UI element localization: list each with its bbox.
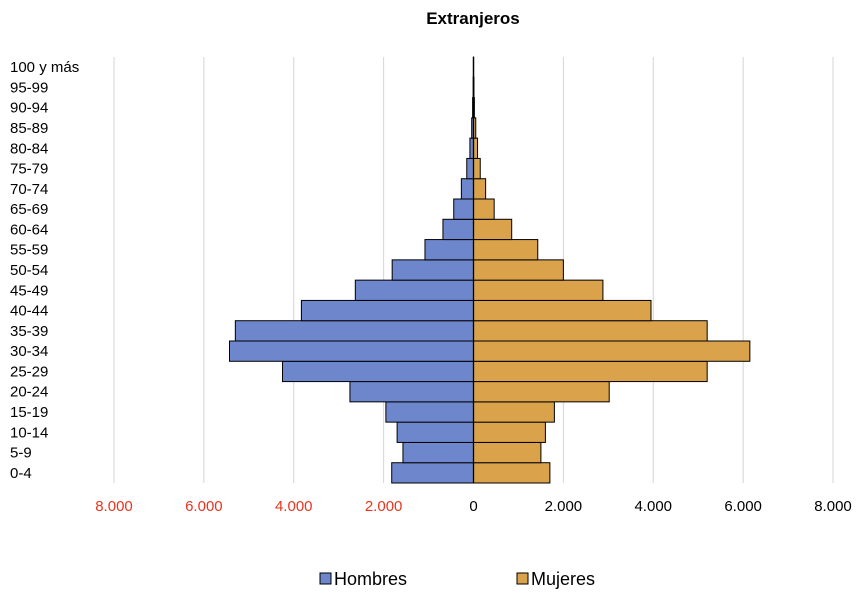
bar-mujeres-35-39	[473, 320, 708, 342]
bar-hombres-0-4	[391, 462, 474, 484]
bar-mujeres-0-4	[473, 462, 551, 484]
bar-mujeres-45-49	[473, 279, 604, 301]
category-label: 65-69	[10, 201, 48, 218]
bar-hombres-50-54	[391, 259, 474, 281]
x-tick-label: 2.000	[545, 498, 583, 515]
bar-hombres-45-49	[354, 279, 474, 301]
category-label: 0-4	[10, 465, 32, 482]
bar-hombres-55-59	[424, 239, 474, 261]
x-tick-label: 2.000	[365, 498, 403, 515]
bar-mujeres-40-44	[473, 299, 652, 322]
bar-mujeres-20-24	[473, 381, 610, 403]
category-label: 40-44	[10, 303, 48, 320]
bars	[228, 56, 751, 484]
chart-title: Extranjeros	[426, 9, 520, 28]
bar-hombres-35-39	[234, 320, 474, 342]
x-tick-label: 4.000	[275, 498, 313, 515]
bar-mujeres-70-74	[473, 178, 487, 200]
bar-mujeres-55-59	[473, 239, 539, 261]
category-label: 20-24	[10, 384, 48, 401]
category-label: 30-34	[10, 343, 48, 360]
category-label: 50-54	[10, 262, 48, 279]
bar-hombres-70-74	[460, 178, 475, 200]
legend-label-mujeres: Mujeres	[531, 569, 595, 589]
bar-hombres-30-34	[228, 340, 474, 362]
legend-swatch-mujeres	[516, 572, 529, 585]
category-label: 60-64	[10, 221, 48, 238]
category-label: 80-84	[10, 140, 48, 157]
category-label: 10-14	[10, 424, 48, 441]
x-tick-label: 8.000	[95, 498, 133, 515]
legend-swatch-hombres	[319, 572, 332, 585]
category-label: 55-59	[10, 242, 48, 259]
bar-mujeres-30-34	[473, 340, 751, 362]
category-label: 35-39	[10, 323, 48, 340]
legend-label-hombres: Hombres	[334, 569, 407, 589]
bar-hombres-60-64	[442, 218, 475, 241]
x-tick-label: 0	[469, 498, 477, 515]
x-tick-label: 4.000	[634, 498, 672, 515]
bar-hombres-40-44	[300, 299, 474, 322]
bar-mujeres-75-79	[473, 157, 481, 180]
bar-mujeres-15-19	[473, 401, 555, 423]
category-label: 25-29	[10, 363, 48, 380]
category-labels: 0-4 5-9 10-14 15-19 20-24 25-29 30-34 35-39 40-4…	[10, 59, 79, 482]
category-label: 95-99	[10, 79, 48, 96]
bar-hombres-65-69	[453, 198, 475, 220]
bar-hombres-20-24	[349, 381, 474, 403]
x-tick-labels: 8.000 6.000 4.000 2.000 0 2.000 4.000 6.000 8.00…	[95, 498, 852, 515]
category-label: 90-94	[10, 100, 48, 117]
bar-mujeres-5-9	[473, 441, 542, 464]
bar-hombres-75-79	[466, 157, 474, 180]
bar-mujeres-10-14	[473, 421, 546, 443]
category-label: 70-74	[10, 181, 48, 198]
category-label: 100 y más	[10, 59, 79, 76]
legend: Hombres Mujeres	[319, 569, 595, 589]
category-label: 15-19	[10, 404, 48, 421]
bar-mujeres-60-64	[473, 218, 513, 241]
x-tick-label: 8.000	[814, 498, 852, 515]
category-label: 75-79	[10, 161, 48, 178]
bar-hombres-25-29	[282, 360, 474, 383]
bar-mujeres-25-29	[473, 360, 708, 383]
x-tick-label: 6.000	[724, 498, 762, 515]
bar-hombres-15-19	[385, 401, 475, 423]
category-label: 45-49	[10, 282, 48, 299]
bar-mujeres-65-69	[473, 198, 495, 220]
category-label: 5-9	[10, 445, 32, 462]
bar-mujeres-50-54	[473, 259, 564, 281]
bar-hombres-10-14	[396, 421, 475, 443]
category-label: 85-89	[10, 120, 48, 137]
x-tick-label: 6.000	[185, 498, 223, 515]
bar-hombres-5-9	[402, 441, 474, 464]
